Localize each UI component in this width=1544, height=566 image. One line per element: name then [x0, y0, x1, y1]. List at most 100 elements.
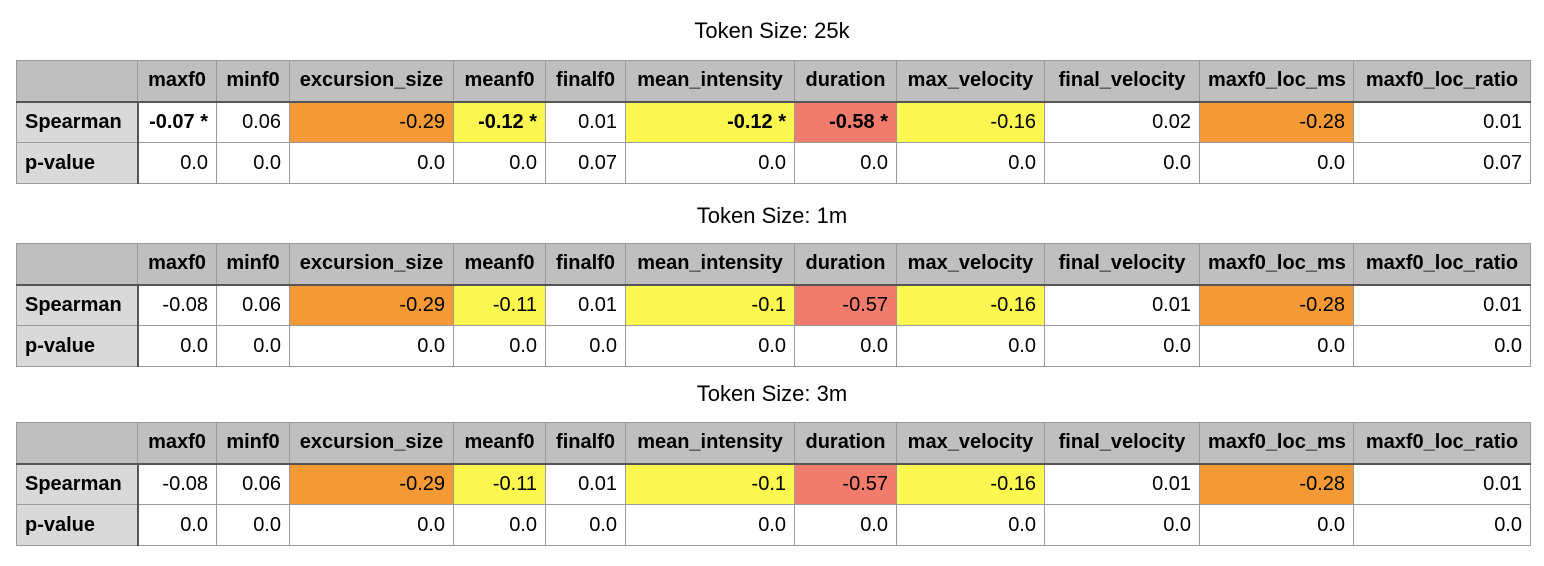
value-cell: 0.01 [1044, 463, 1200, 505]
value-cell: -0.28 [1199, 284, 1354, 326]
value-cell: -0.11 [453, 284, 546, 326]
column-header-maxf0-loc-ratio: maxf0_loc_ratio [1353, 243, 1531, 286]
column-header-meanf0: meanf0 [453, 243, 546, 286]
value-cell: -0.28 [1199, 101, 1354, 143]
column-header-final-velocity: final_velocity [1044, 60, 1200, 103]
column-header-maxf0: maxf0 [137, 422, 217, 465]
corner-cell [16, 422, 138, 465]
value-cell: -0.58 * [794, 101, 897, 143]
value-cell: 0.01 [1353, 284, 1531, 326]
column-header-duration: duration [794, 422, 897, 465]
value-cell: -0.29 [289, 101, 454, 143]
column-header-mean-intensity: mean_intensity [625, 60, 795, 103]
column-header-final-velocity: final_velocity [1044, 422, 1200, 465]
value-cell: 0.0 [453, 504, 546, 546]
column-header-finalf0: finalf0 [545, 60, 626, 103]
value-cell: -0.07 * [137, 101, 217, 143]
value-cell: 0.0 [216, 325, 290, 367]
corner-cell [16, 243, 138, 286]
table-row-spearman: Spearman -0.08 0.06 -0.29 -0.11 0.01 -0.1 -0.57… [16, 284, 1531, 326]
correlation-table: maxf0 minf0 excursion_size meanf0 finalf0 mea… [16, 422, 1531, 546]
column-header-max-velocity: max_velocity [896, 422, 1045, 465]
value-cell: 0.0 [794, 142, 897, 184]
column-header-minf0: minf0 [216, 243, 290, 286]
value-cell: -0.57 [794, 284, 897, 326]
value-cell: 0.06 [216, 284, 290, 326]
value-cell: 0.01 [1353, 101, 1531, 143]
value-cell: 0.0 [1044, 142, 1200, 184]
value-cell: 0.01 [545, 101, 626, 143]
value-cell: 0.0 [453, 325, 546, 367]
table-row-p-value: p-value 0.0 0.0 0.0 0.0 0.07 0.0 0.0 0.0 0.0 0.0 0.… [16, 142, 1531, 184]
value-cell: 0.0 [794, 504, 897, 546]
column-header-excursion-size: excursion_size [289, 60, 454, 103]
value-cell: 0.0 [625, 325, 795, 367]
column-header-meanf0: meanf0 [453, 422, 546, 465]
value-cell: 0.0 [1199, 504, 1354, 546]
table-row-p-value: p-value 0.0 0.0 0.0 0.0 0.0 0.0 0.0 0.0 0.0 0.0 0.0 [16, 504, 1531, 546]
value-cell: 0.0 [216, 142, 290, 184]
value-cell: 0.01 [1353, 463, 1531, 505]
corner-cell [16, 60, 138, 103]
column-header-maxf0: maxf0 [137, 60, 217, 103]
column-header-maxf0-loc-ms: maxf0_loc_ms [1199, 243, 1354, 286]
row-header: p-value [16, 142, 139, 184]
column-header-duration: duration [794, 243, 897, 286]
column-header-meanf0: meanf0 [453, 60, 546, 103]
header-row: maxf0 minf0 excursion_size meanf0 finalf0 mea… [16, 422, 1531, 465]
value-cell: 0.0 [137, 325, 217, 367]
value-cell: 0.0 [289, 504, 454, 546]
correlation-table: maxf0 minf0 excursion_size meanf0 finalf0 mea… [16, 60, 1531, 184]
column-header-mean-intensity: mean_intensity [625, 422, 795, 465]
value-cell: 0.0 [1199, 142, 1354, 184]
value-cell: 0.0 [545, 325, 626, 367]
value-cell: 0.07 [1353, 142, 1531, 184]
value-cell: 0.0 [289, 325, 454, 367]
table-row-spearman: Spearman -0.08 0.06 -0.29 -0.11 0.01 -0.1 -0.57… [16, 463, 1531, 505]
column-header-maxf0-loc-ratio: maxf0_loc_ratio [1353, 422, 1531, 465]
value-cell: 0.0 [545, 504, 626, 546]
column-header-excursion-size: excursion_size [289, 243, 454, 286]
row-header: p-value [16, 325, 139, 367]
value-cell: -0.29 [289, 284, 454, 326]
value-cell: 0.06 [216, 101, 290, 143]
value-cell: -0.28 [1199, 463, 1354, 505]
row-header: p-value [16, 504, 139, 546]
value-cell: 0.0 [137, 142, 217, 184]
column-header-final-velocity: final_velocity [1044, 243, 1200, 286]
value-cell: 0.0 [1353, 504, 1531, 546]
value-cell: -0.12 * [453, 101, 546, 143]
value-cell: 0.0 [137, 504, 217, 546]
table-row-p-value: p-value 0.0 0.0 0.0 0.0 0.0 0.0 0.0 0.0 0.0 0.0 0.0 [16, 325, 1531, 367]
table-row-spearman: Spearman -0.07 * 0.06 -0.29 -0.12 * 0.01 -0.12… [16, 101, 1531, 143]
value-cell: 0.0 [1044, 504, 1200, 546]
value-cell: 0.0 [625, 504, 795, 546]
column-header-minf0: minf0 [216, 60, 290, 103]
value-cell: -0.12 * [625, 101, 795, 143]
value-cell: 0.0 [1199, 325, 1354, 367]
value-cell: 0.01 [545, 284, 626, 326]
column-header-max-velocity: max_velocity [896, 243, 1045, 286]
section-title: Token Size: 3m [696, 381, 848, 406]
value-cell: -0.1 [625, 463, 795, 505]
value-cell: -0.29 [289, 463, 454, 505]
value-cell: -0.16 [896, 463, 1045, 505]
section-title: Token Size: 25k [694, 18, 850, 43]
row-header: Spearman [16, 284, 139, 326]
value-cell: -0.1 [625, 284, 795, 326]
value-cell: 0.0 [289, 142, 454, 184]
column-header-maxf0-loc-ms: maxf0_loc_ms [1199, 422, 1354, 465]
column-header-max-velocity: max_velocity [896, 60, 1045, 103]
value-cell: -0.16 [896, 101, 1045, 143]
value-cell: 0.01 [545, 463, 626, 505]
value-cell: 0.0 [1044, 325, 1200, 367]
column-header-mean-intensity: mean_intensity [625, 243, 795, 286]
value-cell: 0.06 [216, 463, 290, 505]
value-cell: 0.07 [545, 142, 626, 184]
section-title: Token Size: 1m [696, 203, 848, 228]
column-header-finalf0: finalf0 [545, 243, 626, 286]
value-cell: -0.16 [896, 284, 1045, 326]
value-cell: 0.0 [794, 325, 897, 367]
column-header-maxf0-loc-ratio: maxf0_loc_ratio [1353, 60, 1531, 103]
value-cell: -0.08 [137, 284, 217, 326]
